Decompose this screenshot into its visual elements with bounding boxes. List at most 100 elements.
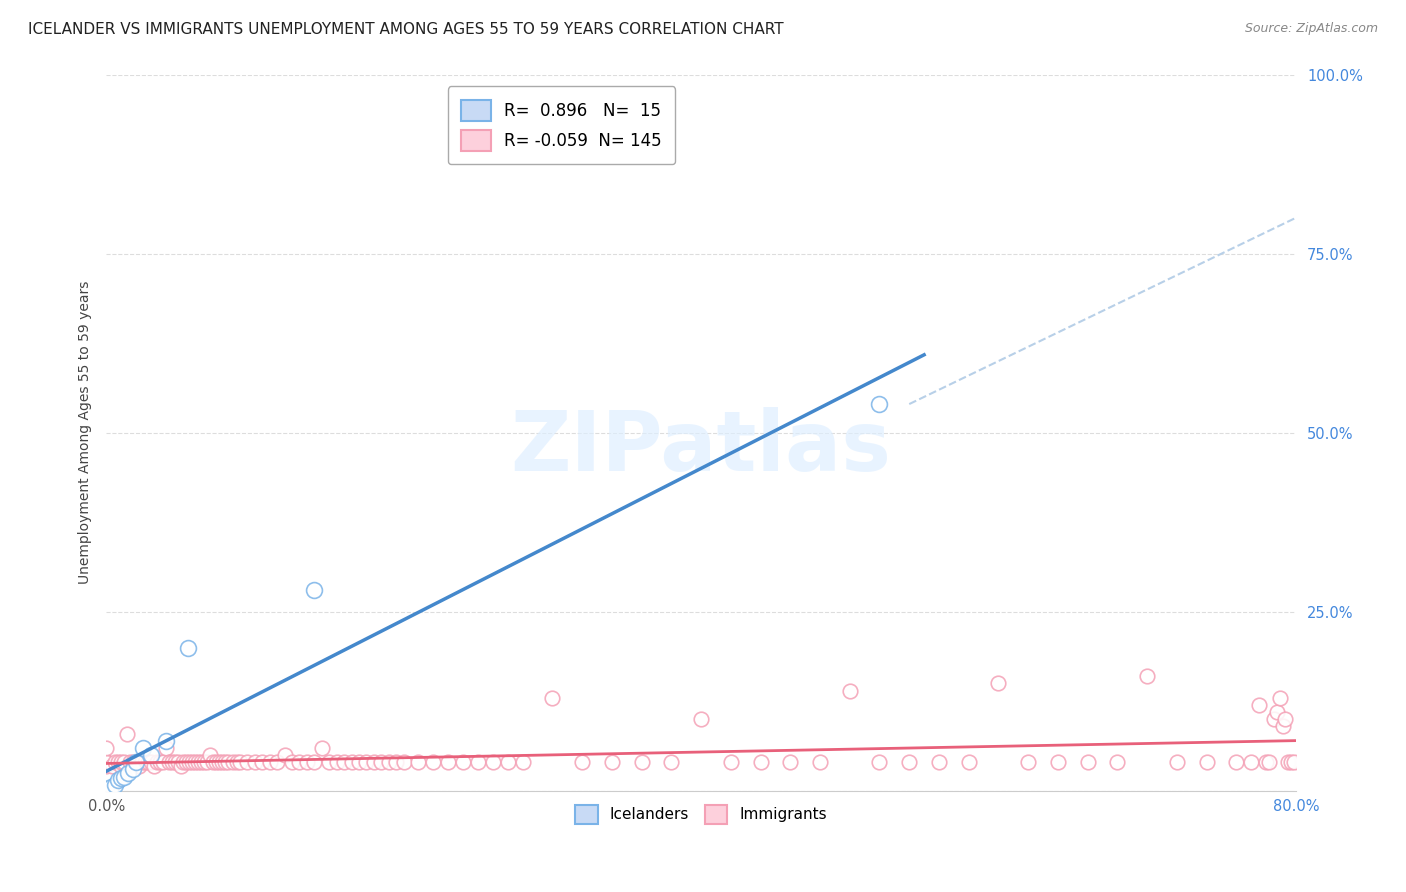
Point [1271,719,1294,733]
Point [295,756,318,770]
Text: ZIPatlas: ZIPatlas [510,407,891,488]
Point [392,756,415,770]
Point [377,756,399,770]
Legend: Icelanders, Immigrants: Icelanders, Immigrants [568,799,834,830]
Point [104,756,127,770]
Point [125,756,148,770]
Point [134,756,156,770]
Point [1281,756,1303,770]
Point [1195,756,1218,770]
Point [541,690,564,705]
Point [482,756,505,770]
Point [779,756,801,770]
Point [281,756,304,770]
Point [169,759,191,773]
Point [166,756,188,770]
Point [1265,705,1288,719]
Point [1247,698,1270,712]
Text: Source: ZipAtlas.com: Source: ZipAtlas.com [1244,22,1378,36]
Point [211,756,233,770]
Point [221,756,243,770]
Point [869,397,891,411]
Point [304,756,326,770]
Point [512,756,534,770]
Point [155,733,177,747]
Point [720,756,742,770]
Point [1263,712,1285,726]
Point [347,756,370,770]
Point [630,756,652,770]
Point [363,756,385,770]
Point [273,748,295,763]
Point [838,683,860,698]
Point [1274,712,1296,726]
Point [173,756,195,770]
Point [157,756,180,770]
Point [1136,669,1159,683]
Point [107,756,129,770]
Point [496,756,519,770]
Point [152,756,174,770]
Point [957,756,980,770]
Point [115,726,138,740]
Point [184,756,207,770]
Point [142,759,165,773]
Point [690,712,713,726]
Point [107,773,129,788]
Point [110,771,132,785]
Point [96,756,118,770]
Point [149,756,172,770]
Point [122,763,145,777]
Point [132,741,155,756]
Point [1258,756,1281,770]
Point [176,756,198,770]
Point [356,756,378,770]
Point [1240,756,1263,770]
Point [571,756,593,770]
Point [122,756,145,770]
Point [217,756,239,770]
Point [600,756,623,770]
Point [118,756,141,770]
Point [110,759,132,773]
Point [749,756,772,770]
Point [195,756,218,770]
Point [659,756,682,770]
Point [139,756,162,770]
Point [226,756,249,770]
Point [100,780,122,795]
Point [163,756,186,770]
Point [160,756,183,770]
Point [898,756,921,770]
Point [311,741,333,756]
Point [101,759,124,773]
Point [1017,756,1039,770]
Point [112,756,135,770]
Point [318,756,340,770]
Point [370,756,392,770]
Point [437,756,460,770]
Point [259,756,281,770]
Point [96,741,118,756]
Point [385,756,408,770]
Point [408,756,430,770]
Point [1225,756,1247,770]
Point [229,756,252,770]
Point [177,640,200,655]
Point [1046,756,1069,770]
Point [205,756,228,770]
Point [181,756,204,770]
Point [1284,756,1306,770]
Point [125,756,148,770]
Point [451,756,474,770]
Point [131,756,153,770]
Point [808,756,831,770]
Point [193,756,215,770]
Point [1277,756,1299,770]
Point [139,748,162,763]
Point [236,756,259,770]
Point [467,756,489,770]
Text: ICELANDER VS IMMIGRANTS UNEMPLOYMENT AMONG AGES 55 TO 59 YEARS CORRELATION CHART: ICELANDER VS IMMIGRANTS UNEMPLOYMENT AMO… [28,22,783,37]
Point [145,756,167,770]
Point [200,748,222,763]
